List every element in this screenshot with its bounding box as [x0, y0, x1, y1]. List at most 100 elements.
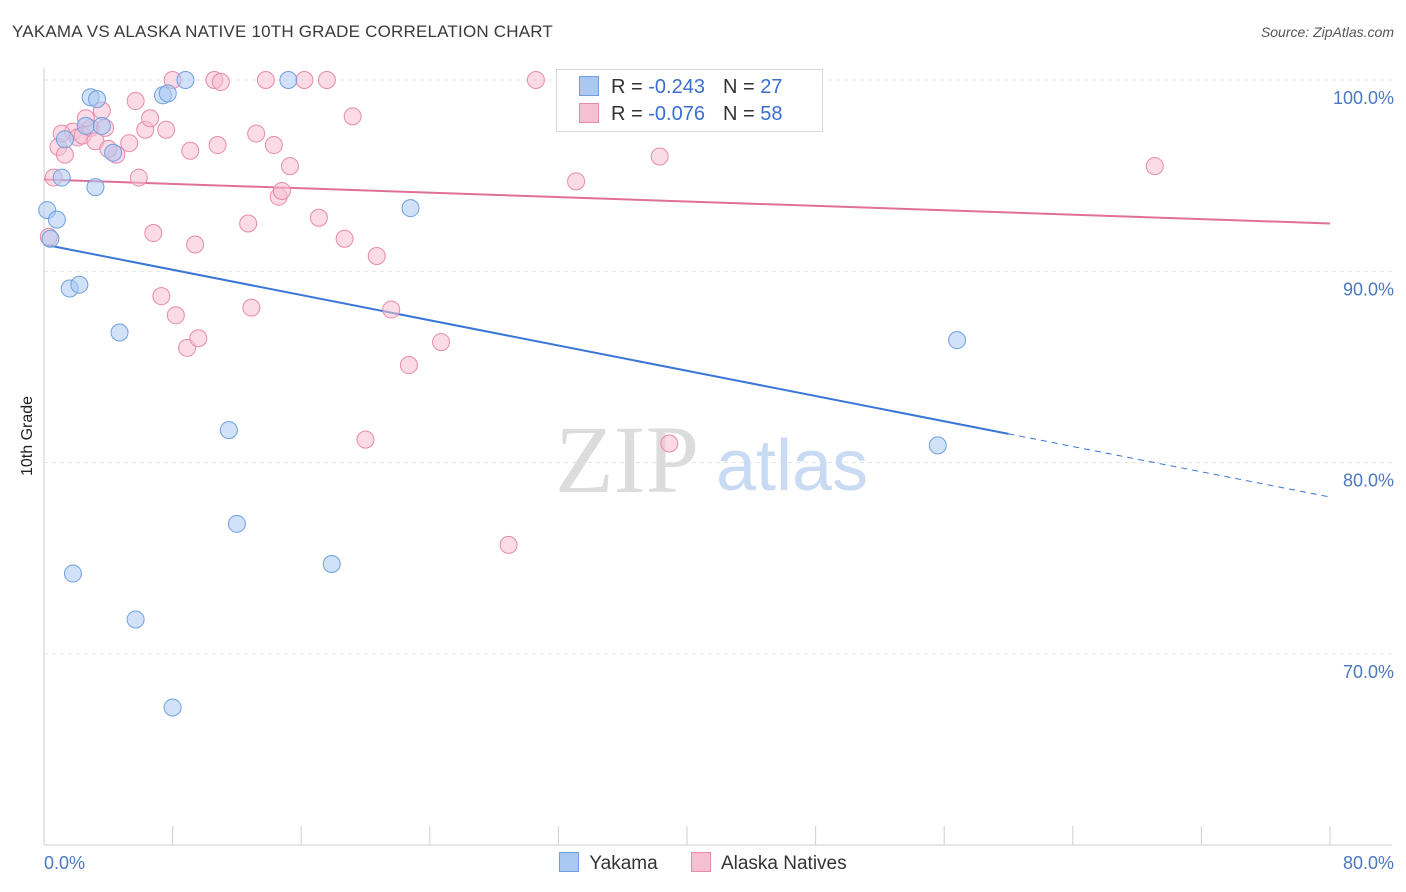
y-tick-label-3: 100.0%: [1333, 88, 1394, 108]
legend-n-value: 58: [760, 103, 783, 125]
point-yakama-12: [92, 116, 111, 135]
legend-row-yakama: R = -0.243 N = 27: [579, 76, 782, 99]
point-yakama-17: [158, 84, 177, 103]
legend-swatch-yakama: [579, 76, 599, 96]
point-alaska-natives-43: [382, 300, 401, 319]
point-yakama-18: [163, 698, 182, 717]
stats-legend: R = -0.243 N = 27 R = -0.076 N = 58: [556, 69, 823, 132]
chart-title: YAKAMA VS ALASKA NATIVE 10TH GRADE CORRE…: [12, 22, 554, 41]
point-alaska-natives-16: [141, 109, 160, 128]
point-alaska-natives-27: [208, 136, 227, 155]
watermark-zip: ZIP: [555, 406, 699, 513]
trend-line-extension-0: [1008, 433, 1331, 498]
point-yakama-26: [928, 436, 947, 455]
point-yakama-25: [948, 331, 967, 350]
series-legend: Yakama Alaska Natives: [0, 852, 1406, 875]
series-legend-alaska-natives: Alaska Natives: [690, 852, 847, 875]
point-yakama-7: [70, 275, 89, 294]
point-alaska-natives-30: [247, 124, 266, 143]
point-alaska-natives-29: [242, 298, 261, 317]
point-alaska-natives-36: [295, 71, 314, 89]
legend-r-label: R =: [611, 76, 649, 98]
point-yakama-6: [63, 564, 82, 583]
point-alaska-natives-18: [152, 287, 171, 306]
series-swatch-yakama: [559, 852, 580, 872]
point-alaska-natives-39: [335, 229, 354, 248]
point-alaska-natives-13: [126, 92, 145, 111]
legend-n-label: N =: [722, 76, 761, 98]
data-points: [38, 71, 1164, 717]
point-yakama-2: [47, 210, 66, 229]
point-alaska-natives-47: [526, 71, 545, 89]
y-tick-labels: 70.0% 80.0% 90.0% 100.0%: [1333, 88, 1394, 682]
y-tick-label-2: 90.0%: [1343, 279, 1394, 299]
legend-row-alaska-natives: R = -0.076 N = 58: [579, 103, 782, 126]
legend-r-label: R =: [611, 103, 649, 125]
point-alaska-natives-40: [343, 107, 362, 126]
legend-r-value: -0.076: [648, 103, 705, 125]
point-alaska-natives-49: [650, 147, 669, 166]
point-alaska-natives-53: [1145, 157, 1164, 176]
legend-n-label: N =: [722, 103, 761, 125]
point-alaska-natives-37: [309, 208, 328, 227]
point-alaska-natives-41: [356, 430, 375, 449]
point-alaska-natives-21: [166, 306, 185, 325]
point-alaska-natives-12: [120, 134, 139, 153]
legend-r-value: -0.243: [648, 76, 705, 98]
y-tick-label-0: 70.0%: [1343, 662, 1394, 682]
x-tick-label-0: 0.0%: [44, 853, 85, 873]
point-yakama-4: [55, 130, 74, 149]
point-alaska-natives-48: [567, 172, 586, 191]
series-swatch-alaska-natives: [690, 852, 711, 872]
point-yakama-15: [126, 610, 145, 629]
point-alaska-natives-32: [264, 136, 283, 155]
point-yakama-1: [41, 229, 60, 248]
point-alaska-natives-46: [499, 535, 518, 554]
point-yakama-22: [279, 71, 298, 89]
point-yakama-21: [227, 514, 246, 533]
point-alaska-natives-28: [239, 214, 258, 233]
x-tick-label-1: 80.0%: [1343, 853, 1394, 873]
point-alaska-natives-34: [272, 181, 291, 200]
series-legend-yakama: Yakama: [559, 852, 658, 875]
trend-lines: [43, 178, 1331, 498]
series-name-alaska-natives: Alaska Natives: [720, 853, 847, 874]
grid-lines: [44, 79, 1392, 655]
trend-line-1: [43, 178, 1331, 225]
y-tick-label-1: 80.0%: [1343, 471, 1394, 491]
watermark-atlas: atlas: [716, 426, 868, 506]
point-alaska-natives-38: [317, 71, 336, 89]
legend-n-value: 27: [760, 76, 783, 98]
axes: [43, 68, 1392, 846]
point-yakama-3: [52, 168, 71, 187]
point-yakama-24: [401, 199, 420, 218]
point-yakama-13: [104, 143, 123, 162]
point-yakama-23: [322, 554, 341, 573]
point-yakama-10: [86, 178, 105, 197]
point-alaska-natives-44: [399, 356, 418, 375]
x-tick-labels: 0.0% 80.0%: [44, 853, 1394, 873]
point-alaska-natives-50: [660, 434, 679, 453]
point-alaska-natives-25: [189, 329, 208, 348]
point-yakama-11: [88, 90, 107, 109]
point-yakama-20: [219, 421, 238, 440]
point-alaska-natives-35: [280, 157, 299, 176]
legend-swatch-alaska-natives: [579, 103, 599, 123]
point-alaska-natives-31: [256, 71, 275, 89]
point-yakama-8: [76, 116, 95, 135]
point-alaska-natives-19: [157, 120, 176, 139]
point-alaska-natives-45: [432, 333, 451, 352]
point-alaska-natives-14: [129, 168, 148, 187]
point-alaska-natives-24: [186, 235, 205, 254]
trend-line-0: [43, 243, 1009, 435]
point-yakama-19: [176, 71, 195, 89]
point-alaska-natives-57: [211, 72, 230, 91]
point-alaska-natives-3: [55, 145, 74, 164]
point-alaska-natives-17: [144, 224, 163, 243]
watermark: ZIP atlas: [555, 406, 868, 513]
source-label: Source: ZipAtlas.com: [1260, 24, 1394, 40]
series-name-yakama: Yakama: [589, 853, 658, 874]
point-yakama-14: [110, 323, 129, 342]
point-alaska-natives-42: [367, 246, 386, 265]
